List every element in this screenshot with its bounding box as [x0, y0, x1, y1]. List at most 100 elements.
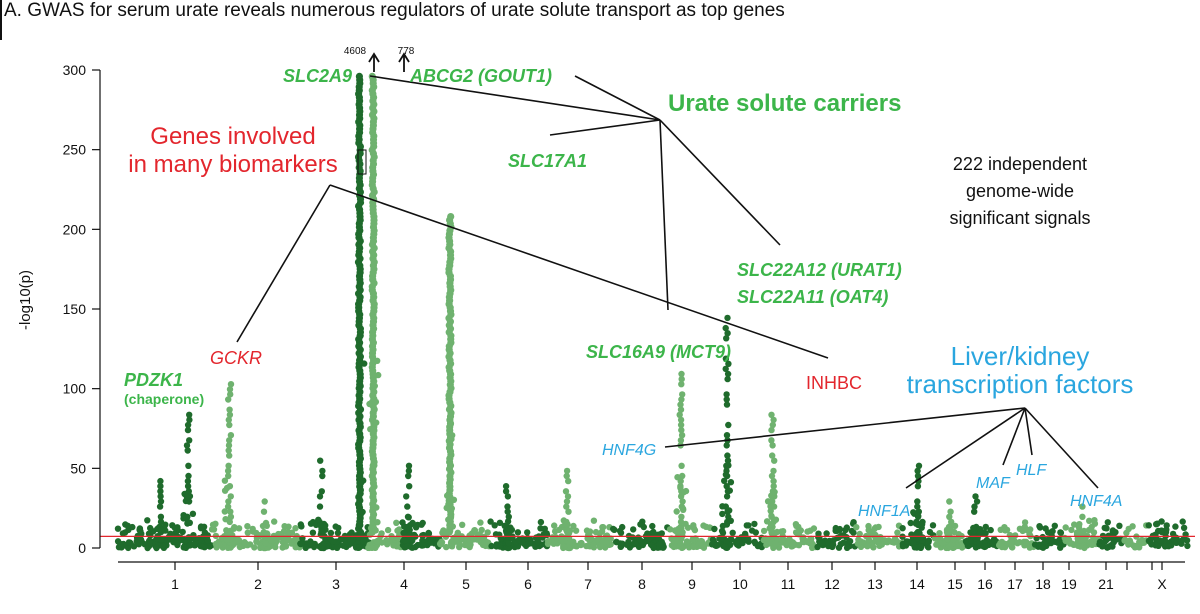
data-point: [856, 530, 863, 538]
annotation-label: HNF4A: [1070, 493, 1122, 510]
x-tick-label: 6: [524, 576, 532, 592]
data-point: [719, 510, 726, 518]
data-point: [443, 543, 450, 551]
data-point: [751, 520, 758, 528]
annotation-label: HNF4G: [602, 442, 656, 459]
data-point: [881, 538, 888, 545]
data-point: [714, 541, 721, 549]
data-point: [721, 543, 729, 550]
data-point: [799, 535, 806, 542]
data-point: [551, 528, 559, 535]
data-point: [201, 529, 209, 536]
data-point: [189, 510, 197, 517]
data-point: [1021, 519, 1029, 526]
annotation-lines: [236, 52, 1099, 489]
data-point: [316, 521, 324, 529]
data-point: [771, 488, 778, 496]
data-point: [450, 496, 458, 503]
data-point: [771, 457, 778, 464]
data-point: [814, 543, 821, 551]
data-point: [361, 360, 368, 367]
data-point: [914, 467, 921, 475]
data-point: [950, 535, 957, 543]
data-point: [683, 538, 691, 545]
data-point: [144, 517, 151, 524]
data-point: [184, 421, 192, 429]
data-point: [134, 539, 141, 546]
data-point: [914, 503, 921, 510]
data-point: [722, 355, 730, 362]
data-point: [534, 538, 542, 546]
data-point: [918, 521, 926, 528]
data-point: [948, 518, 955, 526]
data-point: [677, 406, 685, 413]
data-point: [899, 525, 906, 532]
label-bracket: [357, 149, 367, 175]
data-point: [754, 542, 762, 550]
data-point: [406, 483, 413, 490]
data-point: [332, 523, 339, 530]
data-point: [260, 508, 268, 515]
data-point: [829, 542, 836, 549]
data-point: [768, 411, 775, 418]
data-point: [677, 437, 685, 444]
data-point: [157, 488, 164, 495]
data-point: [1180, 536, 1187, 543]
data-point: [678, 462, 685, 469]
data-point: [1057, 529, 1065, 536]
data-point: [504, 544, 512, 552]
data-point: [356, 502, 363, 509]
data-point: [244, 529, 251, 536]
data-point: [121, 529, 129, 536]
data-point: [246, 541, 254, 548]
x-tick-label: 5: [462, 576, 470, 592]
data-point: [226, 406, 233, 413]
data-point: [857, 538, 865, 545]
data-point: [309, 529, 317, 536]
y-tick-label: 50: [70, 460, 86, 476]
data-point: [126, 539, 134, 546]
data-point: [552, 534, 559, 541]
data-point: [563, 472, 570, 480]
data-point: [227, 535, 234, 543]
data-point: [401, 537, 409, 544]
data-point: [210, 526, 218, 533]
data-point: [1086, 517, 1093, 524]
data-point: [261, 498, 268, 505]
data-point: [1077, 543, 1084, 550]
data-point: [347, 538, 355, 545]
data-point: [338, 535, 345, 543]
annotation-connector: [236, 184, 331, 343]
overflow-arrow: [398, 52, 410, 72]
y-axis-label: -log10(p): [17, 270, 34, 330]
data-point: [412, 524, 420, 531]
annotation-connector: [659, 119, 669, 311]
data-point: [366, 400, 373, 408]
data-point: [136, 526, 143, 534]
data-point: [630, 526, 637, 533]
data-point: [241, 539, 248, 546]
data-point: [1051, 522, 1059, 529]
data-point: [723, 442, 730, 449]
data-point: [359, 508, 366, 516]
data-point: [563, 534, 570, 541]
data-point: [719, 522, 727, 530]
data-point: [971, 503, 978, 510]
data-point: [227, 508, 234, 515]
data-point: [972, 493, 979, 500]
data-point: [982, 543, 989, 550]
annotation-label: INHBC: [806, 373, 862, 393]
data-point: [1126, 538, 1134, 545]
data-point: [356, 473, 364, 480]
data-point: [184, 483, 192, 490]
data-point: [718, 527, 726, 535]
data-point: [327, 529, 335, 537]
data-point: [1079, 503, 1086, 510]
data-point: [1179, 518, 1186, 525]
data-point: [184, 426, 192, 434]
data-point: [1104, 519, 1112, 526]
data-point: [319, 472, 326, 480]
data-point: [727, 517, 734, 524]
data-point: [565, 508, 572, 515]
data-point: [157, 483, 164, 490]
